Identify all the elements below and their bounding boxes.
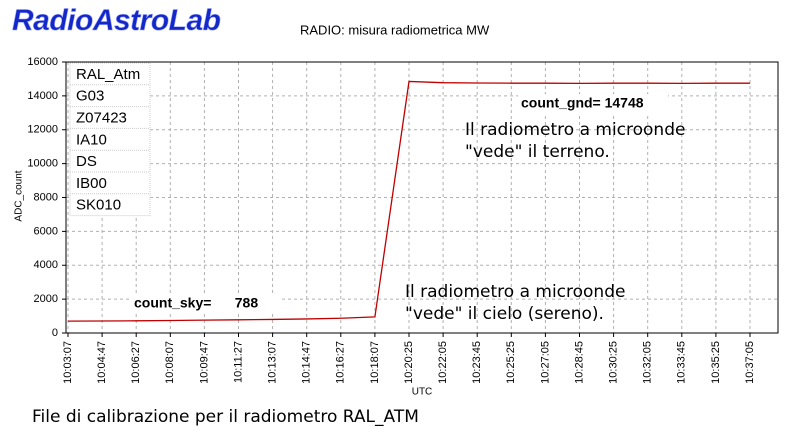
count-sky-label: count_sky= 788 <box>134 295 258 311</box>
y-tick-label: 10000 <box>27 158 58 170</box>
x-tick-label: 10:37:05 <box>744 341 756 384</box>
x-tick-label: 10:25:25 <box>505 341 517 384</box>
y-axis-label: ADC_count <box>14 170 25 221</box>
x-tick-label: 10:09:47 <box>198 341 210 384</box>
info-item: G03 <box>76 88 104 105</box>
x-tick-label: 10:08:07 <box>164 341 176 384</box>
y-tick-label: 16000 <box>27 56 58 68</box>
logo: RadioAstroLab <box>12 4 221 37</box>
y-tick-label: 14000 <box>27 90 58 102</box>
x-tick-label: 10:22:05 <box>437 341 449 384</box>
x-tick-label: 10:16:27 <box>335 341 347 384</box>
label-box <box>518 94 668 113</box>
sky-note: Il radiometro a microonde <box>405 282 625 302</box>
plot-border <box>65 61 779 334</box>
sky-note: "vede" il cielo (sereno). <box>405 304 604 324</box>
info-item: Z07423 <box>76 109 127 126</box>
x-tick-label: 10:33:45 <box>676 341 688 384</box>
ground-note: "vede" il terreno. <box>465 142 610 162</box>
ground-note: Il radiometro a microonde <box>465 120 685 140</box>
x-tick-label: 10:03:07 <box>62 341 74 384</box>
info-item: RAL_Atm <box>76 66 140 83</box>
chart-title: RADIO: misura radiometrica MW <box>300 22 490 37</box>
x-tick-label: 10:28:45 <box>573 341 585 384</box>
x-tick-label: 10:30:25 <box>608 341 620 384</box>
x-tick-label: 10:04:47 <box>96 341 108 384</box>
x-tick-label: 10:27:05 <box>539 341 551 384</box>
x-tick-label: 10:32:05 <box>642 341 654 384</box>
x-tick-label: 10:20:25 <box>403 341 415 384</box>
label-box <box>131 294 281 313</box>
y-tick-label: 2000 <box>34 293 58 305</box>
caption: File di calibrazione per il radiometro R… <box>32 407 419 427</box>
data-line <box>67 80 750 322</box>
x-tick-label: 10:35:25 <box>710 341 722 384</box>
x-tick-label: 10:18:07 <box>369 341 381 384</box>
y-tick-label: 6000 <box>34 225 58 237</box>
info-item: IA10 <box>76 131 107 148</box>
x-tick-label: 10:14:47 <box>301 341 313 384</box>
info-item: SK010 <box>76 197 121 214</box>
y-tick-label: 4000 <box>34 259 58 271</box>
x-tick-label: 10:13:07 <box>267 341 279 384</box>
x-tick-label: 10:06:27 <box>130 341 142 384</box>
y-tick-label: 12000 <box>27 124 58 136</box>
info-item: IB00 <box>76 175 107 192</box>
x-tick-label: 10:23:45 <box>471 341 483 384</box>
x-axis-label: UTC <box>412 387 433 398</box>
info-box <box>69 62 151 217</box>
y-tick-label: 8000 <box>34 191 58 203</box>
count-gnd-label: count_gnd= 14748 <box>521 95 644 111</box>
x-tick-label: 10:11:27 <box>232 341 244 383</box>
info-item: DS <box>76 153 97 170</box>
y-tick-label: 0 <box>52 327 58 339</box>
